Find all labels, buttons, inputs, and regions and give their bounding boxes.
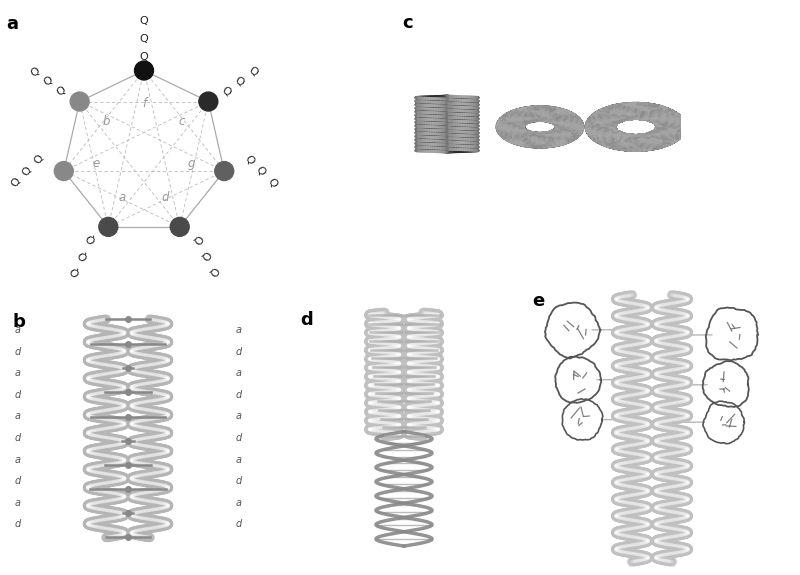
- Text: g: g: [188, 157, 195, 170]
- Text: Q: Q: [10, 177, 22, 189]
- Text: d: d: [300, 310, 313, 329]
- Text: Q: Q: [266, 177, 278, 189]
- Text: Q: Q: [220, 85, 233, 98]
- Circle shape: [170, 217, 189, 236]
- Text: a: a: [235, 369, 242, 378]
- Text: Q: Q: [198, 248, 211, 261]
- Circle shape: [134, 61, 154, 80]
- Text: c: c: [402, 14, 413, 32]
- Text: d: d: [14, 390, 21, 400]
- Text: a: a: [235, 325, 242, 335]
- Text: a: a: [14, 455, 21, 465]
- Text: Q: Q: [242, 154, 255, 166]
- Text: a: a: [14, 412, 21, 421]
- Text: d: d: [235, 347, 242, 356]
- Text: a: a: [14, 498, 21, 508]
- Text: Q: Q: [29, 66, 42, 78]
- Text: Q: Q: [246, 66, 259, 78]
- Circle shape: [54, 162, 74, 181]
- Text: c: c: [178, 115, 185, 128]
- Text: Q: Q: [33, 154, 46, 166]
- Text: d: d: [235, 476, 242, 486]
- Text: d: d: [235, 390, 242, 400]
- Text: d: d: [14, 347, 21, 356]
- Text: Q: Q: [42, 75, 54, 89]
- Text: d: d: [14, 476, 21, 486]
- Text: d: d: [235, 519, 242, 530]
- Text: d: d: [235, 433, 242, 443]
- Text: Q: Q: [55, 85, 68, 98]
- Text: Q: Q: [140, 52, 148, 62]
- Circle shape: [199, 92, 218, 111]
- Text: d: d: [162, 191, 169, 204]
- Text: e: e: [532, 293, 545, 310]
- Text: Q: Q: [21, 165, 34, 177]
- Text: a: a: [119, 191, 126, 204]
- Text: d: d: [14, 519, 21, 530]
- Text: b: b: [102, 115, 110, 128]
- Text: a: a: [14, 369, 21, 378]
- Text: a: a: [14, 325, 21, 335]
- Text: Q: Q: [206, 265, 219, 278]
- Text: Q: Q: [190, 232, 202, 244]
- Text: Q: Q: [86, 232, 98, 244]
- Circle shape: [214, 162, 234, 181]
- Text: a: a: [235, 455, 242, 465]
- Text: Q: Q: [77, 248, 90, 261]
- Circle shape: [70, 92, 89, 111]
- Text: e: e: [93, 157, 100, 170]
- Circle shape: [99, 217, 118, 236]
- Text: b: b: [12, 313, 26, 331]
- Text: a: a: [235, 412, 242, 421]
- Text: Q: Q: [140, 16, 148, 26]
- Text: a: a: [6, 14, 18, 33]
- Text: Q: Q: [69, 265, 82, 278]
- Text: d: d: [14, 433, 21, 443]
- Text: Q: Q: [140, 34, 148, 44]
- Text: a: a: [235, 498, 242, 508]
- Text: Q: Q: [254, 165, 267, 177]
- Text: f: f: [142, 97, 146, 110]
- Text: Q: Q: [234, 75, 246, 89]
